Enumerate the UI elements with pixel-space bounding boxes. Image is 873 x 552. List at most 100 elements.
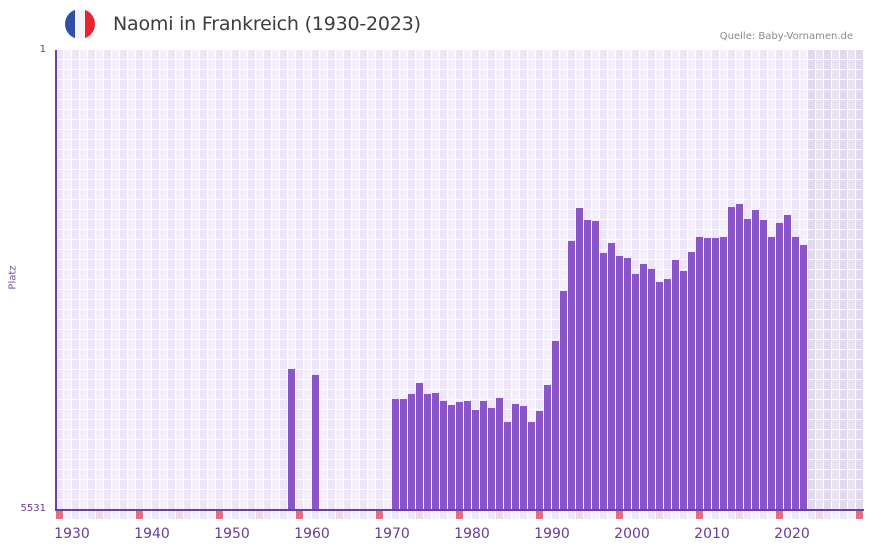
bar-1977[interactable] [432,393,439,510]
bar-2020[interactable] [776,223,783,510]
year-cell [240,511,247,519]
flag-stripe-red [85,9,95,39]
bar-1980[interactable] [456,402,463,510]
bar-2010[interactable] [696,237,703,510]
grid-column [224,50,231,510]
bar-2016[interactable] [744,219,751,510]
grid-column [248,50,255,510]
grid-column [480,50,487,510]
year-cell [480,511,487,519]
bar-2014[interactable] [728,207,735,510]
bar-1993[interactable] [560,291,567,510]
bar-1991[interactable] [544,385,551,510]
year-cell [488,511,495,519]
decade-marker [776,511,783,519]
year-cell [120,511,127,519]
bar-1999[interactable] [608,243,615,510]
decade-marker [376,511,383,519]
bar-2007[interactable] [672,260,679,510]
bar-2019[interactable] [768,237,775,510]
bar-1986[interactable] [504,422,511,510]
half-decade-marker [656,511,663,519]
year-cell [408,511,415,519]
bar-1989[interactable] [528,422,535,510]
year-cell [232,511,239,519]
bar-1984[interactable] [488,408,495,510]
bar-2021[interactable] [784,215,791,510]
bar-1990[interactable] [536,411,543,510]
bar-1982[interactable] [472,410,479,510]
bar-1998[interactable] [600,253,607,510]
bar-1962[interactable] [312,375,319,510]
bar-1995[interactable] [576,208,583,510]
bar-1973[interactable] [400,399,407,510]
grid-column [112,50,119,510]
bar-1972[interactable] [392,399,399,510]
year-cell [384,511,391,519]
bar-1988[interactable] [520,406,527,510]
grid-column [144,50,151,510]
bar-2005[interactable] [656,282,663,510]
grid-column [288,50,295,510]
bar-2023[interactable] [800,245,807,510]
year-cell [200,511,207,519]
grid-column [456,50,463,510]
bar-1996[interactable] [584,220,591,510]
year-cell [600,511,607,519]
bar-2009[interactable] [688,252,695,510]
bar-2003[interactable] [640,264,647,510]
year-cell [472,511,479,519]
bar-2018[interactable] [760,220,767,510]
grid-column [256,50,263,510]
bar-1975[interactable] [416,383,423,510]
grid-column [176,50,183,510]
y-tick-bottom: 5531 [20,503,46,514]
bar-2015[interactable] [736,204,743,510]
bar-series [56,50,864,510]
year-cell [152,511,159,519]
bar-2017[interactable] [752,210,759,510]
bar-2002[interactable] [632,274,639,510]
bar-1981[interactable] [464,401,471,510]
bar-1974[interactable] [408,394,415,510]
bar-2022[interactable] [792,237,799,510]
year-cell [752,511,759,519]
bar-1983[interactable] [480,401,487,510]
year-cell [248,511,255,519]
bar-1992[interactable] [552,341,559,510]
bar-1959[interactable] [288,369,295,510]
grid-column [232,50,239,510]
grid-column [368,50,375,510]
grid-column [72,50,79,510]
grid-column [472,50,479,510]
grid-column [296,50,303,510]
bar-1985[interactable] [496,398,503,510]
bar-1978[interactable] [440,401,447,510]
year-cell [784,511,791,519]
bar-2001[interactable] [624,258,631,510]
grid-column [88,50,95,510]
y-tick-top: 1 [39,44,46,55]
year-cell [352,511,359,519]
y-axis-title: Platz [7,265,19,290]
bar-2008[interactable] [680,271,687,510]
bar-1997[interactable] [592,221,599,510]
bar-2004[interactable] [648,269,655,510]
bar-1994[interactable] [568,241,575,510]
decade-marker [216,511,223,519]
half-decade-marker [336,511,343,519]
bar-2011[interactable] [704,238,711,510]
bar-2013[interactable] [720,237,727,510]
year-cell [432,511,439,519]
year-cell [520,511,527,519]
grid-column [200,50,207,510]
bar-1979[interactable] [448,405,455,510]
year-cell [848,511,855,519]
bar-1987[interactable] [512,404,519,510]
bar-2006[interactable] [664,279,671,510]
bar-2012[interactable] [712,238,719,510]
flag-stripe-blue [65,9,75,39]
half-decade-marker [576,511,583,519]
bar-2000[interactable] [616,256,623,510]
bar-1976[interactable] [424,394,431,510]
